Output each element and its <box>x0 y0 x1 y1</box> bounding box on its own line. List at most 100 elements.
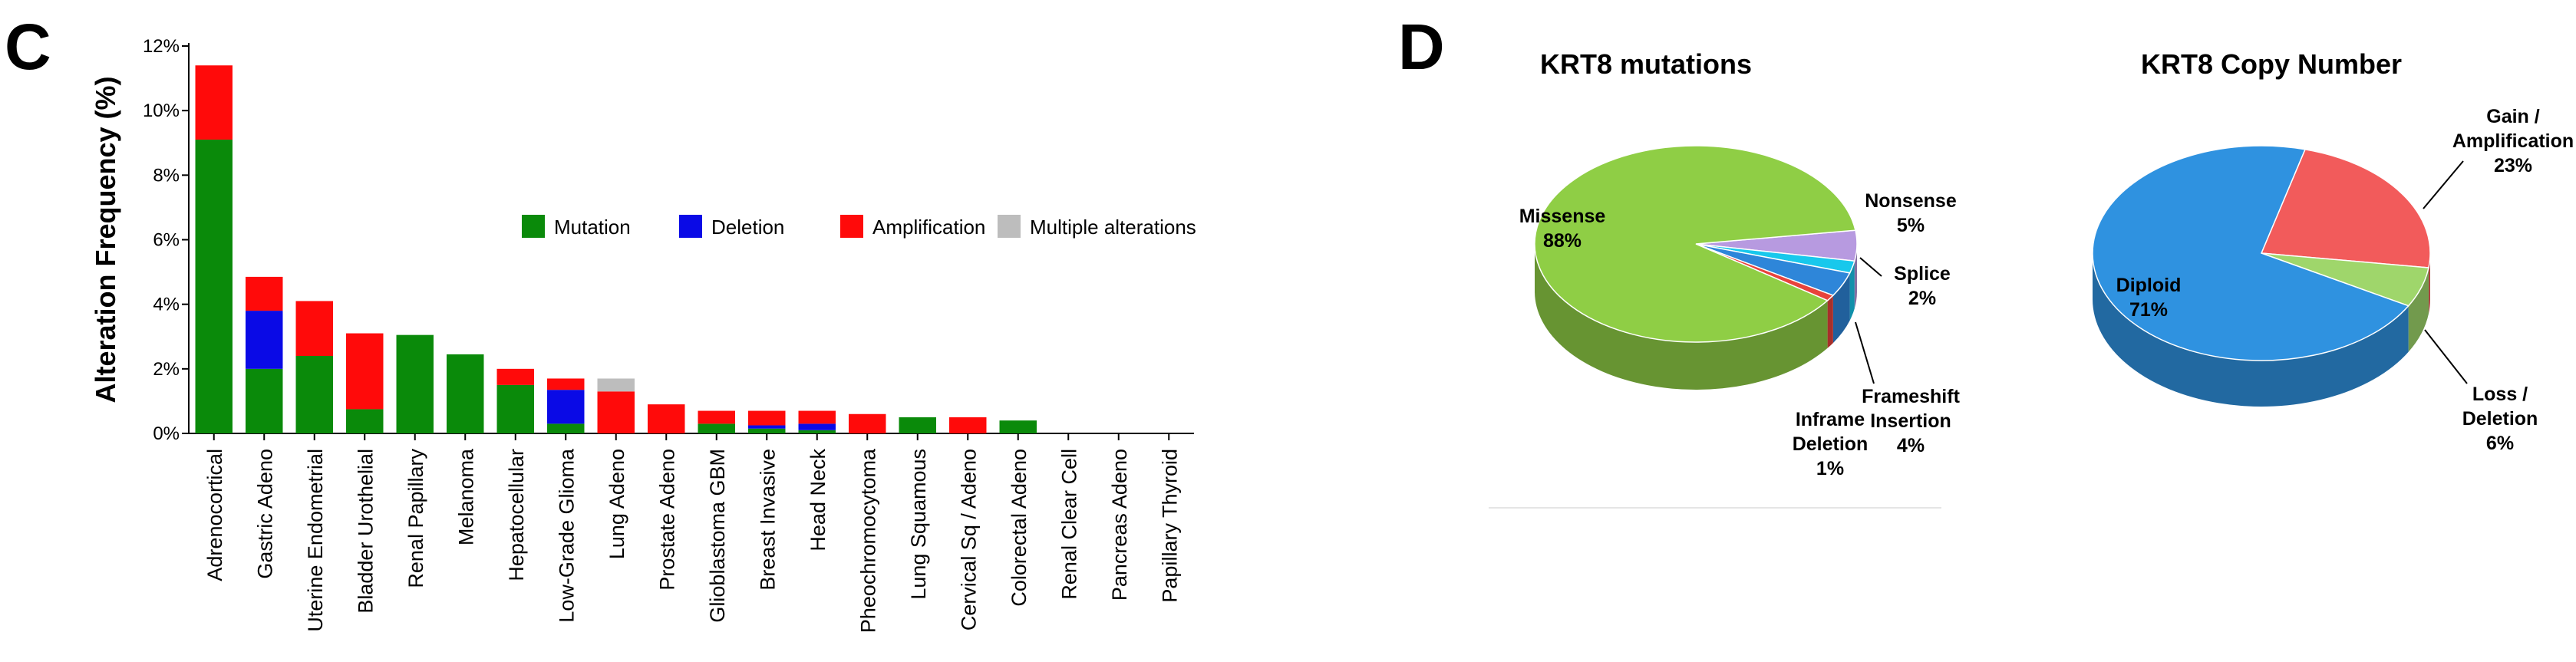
pie-side-frameshift <box>1832 272 1850 344</box>
category-label: Lung Squamous <box>907 449 930 600</box>
category-label: Hepatocellular <box>505 449 528 581</box>
pie-slice-diploid <box>2092 145 2409 361</box>
legend: Mutation Deletion Amplification Multiple al… <box>522 215 1196 239</box>
leader-loss <box>2424 329 2468 384</box>
y-tick-label: 6% <box>153 230 180 251</box>
category-label: Lung Adeno <box>605 449 628 559</box>
bar-mutation-1 <box>246 368 283 433</box>
bar-amplification-1 <box>246 276 283 311</box>
category-label: Pancreas Adeno <box>1108 449 1131 601</box>
category-label: Gastric Adeno <box>253 449 276 579</box>
pie-label-gain: Gain / <box>2486 106 2540 127</box>
pie-pct-missense: 88% <box>1543 230 1582 252</box>
category-label: Bladder Urothelial <box>354 449 377 614</box>
legend-label-deletion: Deletion <box>711 216 784 239</box>
pie-pct-gain: 23% <box>2494 155 2532 176</box>
bar-mutation-7 <box>547 423 585 433</box>
pie-side-loss <box>2408 268 2429 352</box>
bar-multiple-8 <box>597 378 635 392</box>
pie-pct-splice: 2% <box>1908 288 1936 309</box>
krt8-copy-number-pie: KRT8 Copy Number Diploid 71% Gain / Amplific… <box>2092 48 2574 454</box>
bar-amplification-10 <box>698 410 735 424</box>
panel-letter-c: C <box>5 11 51 83</box>
pie-label-frameshift: Frameshift <box>1862 386 1960 407</box>
pie-slice-missense <box>1534 145 1856 343</box>
y-tick-label: 2% <box>153 359 180 380</box>
y-tick-label: 8% <box>153 165 180 186</box>
bar-amplification-15 <box>949 417 987 433</box>
krt8-mutations-pie: KRT8 mutations Missense 88% Nonsense 5% Splic… <box>1489 48 1961 509</box>
bar-axes: 0% 2% 4% 6% 8% 10% 12% Alteration Frequency (%) <box>90 36 1194 444</box>
category-label: Adrenocortical <box>203 449 226 581</box>
pie-pct-inframe: 1% <box>1816 458 1844 479</box>
category-label: Low-Grade Glioma <box>555 448 578 623</box>
legend-swatch-amplification <box>840 215 863 238</box>
category-label: Glioblastoma GBM <box>706 449 729 623</box>
bar-mutation-11 <box>748 428 786 433</box>
category-label: Breast Invasive <box>756 449 779 591</box>
pie-pct-loss: 6% <box>2486 433 2514 454</box>
pie-title: KRT8 mutations <box>1540 48 1752 80</box>
y-tick-label: 12% <box>143 36 180 57</box>
legend-swatch-multiple <box>998 215 1021 238</box>
pie-side-diploid <box>2093 253 2409 407</box>
legend-label-mutation: Mutation <box>554 216 631 239</box>
bar-mutation-3 <box>346 409 384 433</box>
legend-label-multiple: Multiple alterations <box>1030 216 1196 239</box>
panel-letter-d: D <box>1398 11 1445 83</box>
pie-side-inframe <box>1827 295 1833 348</box>
pie-pct-frameshift: 4% <box>1897 435 1925 456</box>
category-label: Pheochromocytoma <box>856 448 879 633</box>
bar-marks <box>195 65 1037 433</box>
pie-side-splice <box>1849 261 1855 321</box>
pie-label-loss: Loss / <box>2472 384 2528 405</box>
bar-amplification-11 <box>748 410 786 426</box>
category-label: Colorectal Adeno <box>1008 449 1031 607</box>
y-tick-label: 0% <box>153 423 180 444</box>
bar-amplification-13 <box>849 413 886 433</box>
bar-amplification-12 <box>798 410 836 424</box>
y-tick-label: 4% <box>153 295 180 315</box>
pie-label-frameshift: Insertion <box>1870 410 1951 432</box>
pie-slice-gain <box>2260 148 2431 268</box>
category-label: Melanoma <box>454 448 477 545</box>
pie-pct-nonsense: 5% <box>1897 215 1925 236</box>
bar-amplification-8 <box>597 391 635 433</box>
pie-label-gain: Amplification <box>2452 130 2574 152</box>
pie-label-inframe: Deletion <box>1793 433 1869 455</box>
bar-mutation-6 <box>496 384 534 433</box>
bar-mutation-16 <box>999 420 1037 433</box>
category-label: Prostate Adeno <box>655 449 678 591</box>
bar-amplification-7 <box>547 378 585 390</box>
y-tick-label: 10% <box>143 100 180 121</box>
bar-deletion-11 <box>748 425 786 429</box>
bar-deletion-12 <box>798 423 836 430</box>
category-label: Papillary Thyroid <box>1158 449 1181 603</box>
category-label: Head Neck <box>806 449 830 552</box>
pie-title: KRT8 Copy Number <box>2141 48 2402 80</box>
pie-label-inframe: Inframe <box>1796 409 1865 430</box>
pie-label-loss: Deletion <box>2462 408 2538 430</box>
bar-mutation-14 <box>899 417 936 433</box>
pie-label-splice: Splice <box>1894 263 1951 285</box>
legend-label-amplification: Amplification <box>872 216 985 239</box>
pie-side-missense <box>1535 244 1828 390</box>
pie-label-missense: Missense <box>1519 206 1606 227</box>
bar-amplification-6 <box>496 368 534 385</box>
category-label: Renal Clear Cell <box>1057 449 1080 600</box>
legend-swatch-mutation <box>522 215 545 238</box>
bar-mutation-5 <box>447 354 484 433</box>
category-labels: Adrenocortical Gastric Adeno Uterine Endom… <box>203 448 1182 633</box>
bar-mutation-4 <box>396 334 434 433</box>
category-label: Uterine Endometrial <box>304 449 327 632</box>
bar-amplification-3 <box>346 333 384 410</box>
category-label: Cervical Sq / Adeno <box>957 449 980 631</box>
leader-splice <box>1859 257 1882 277</box>
bar-amplification-9 <box>648 404 685 433</box>
bar-deletion-1 <box>246 311 283 369</box>
leader-gain <box>2423 160 2464 209</box>
category-label: Renal Papillary <box>404 449 427 588</box>
pie-pct-diploid: 71% <box>2129 299 2168 321</box>
